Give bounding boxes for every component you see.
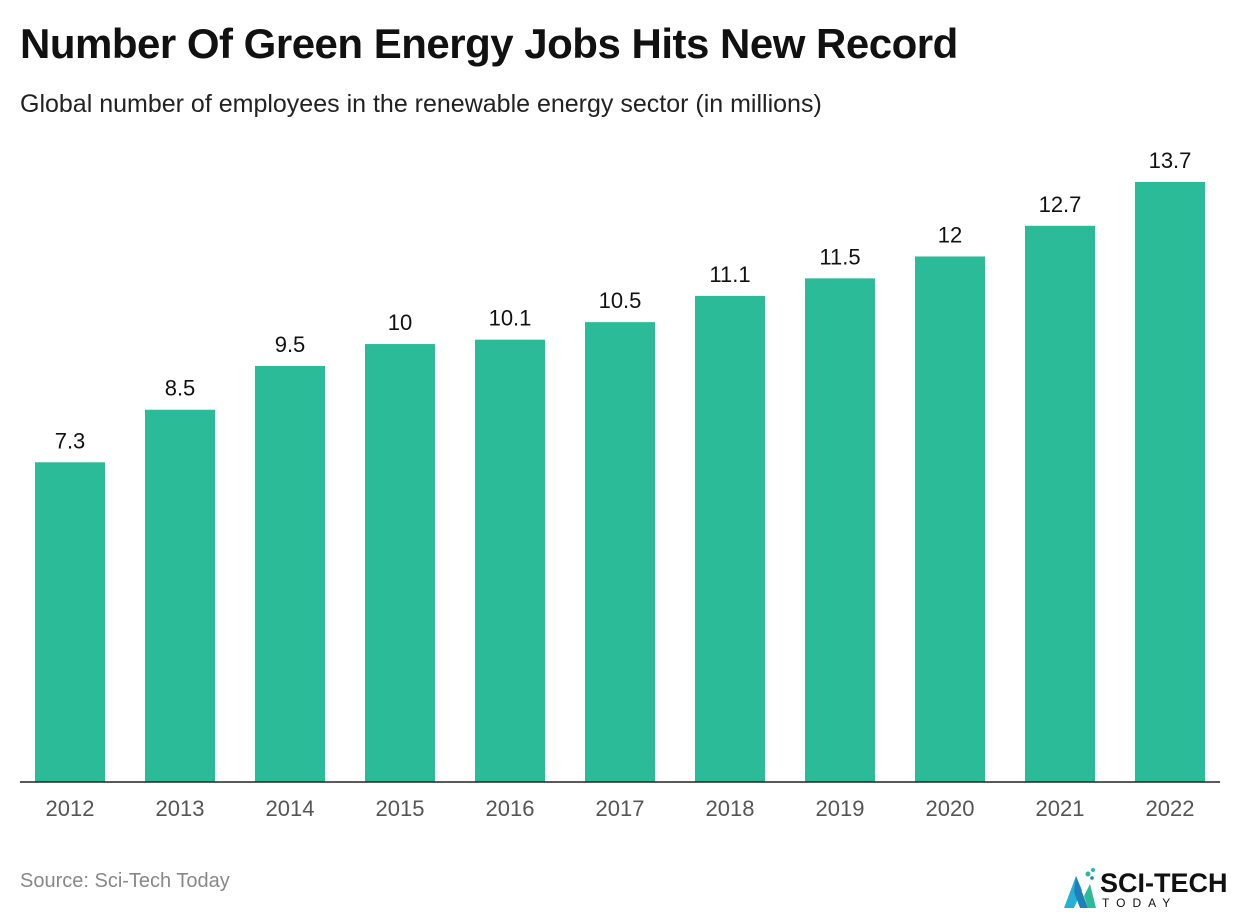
source-note: Source: Sci-Tech Today bbox=[20, 870, 230, 892]
data-label-2019: 11.5 bbox=[819, 244, 860, 269]
logo-mark-icon bbox=[1064, 868, 1096, 908]
bar-2012 bbox=[35, 462, 105, 782]
bar-chart: 7.3 2012 8.5 2013 9.5 2014 10 2015 10.1 2016 10.5 2… bbox=[20, 148, 1220, 821]
bar-2013 bbox=[145, 409, 215, 782]
chart-subtitle: Global number of employees in the renewa… bbox=[20, 90, 822, 118]
data-label-2013: 8.5 bbox=[165, 376, 196, 401]
data-label-2016: 10.1 bbox=[489, 306, 532, 331]
bar-2022 bbox=[1135, 182, 1205, 782]
data-label-2012: 7.3 bbox=[55, 428, 86, 453]
data-label-2020: 12 bbox=[938, 222, 962, 247]
x-tick-label-2015: 2015 bbox=[376, 796, 425, 821]
labels-layer: 7.3 2012 8.5 2013 9.5 2014 10 2015 10.1 2016 10.5 2… bbox=[46, 148, 1195, 821]
logo-wordmark: SCI-TECH bbox=[1100, 868, 1228, 898]
sci-tech-today-logo: SCI-TECH TODAY bbox=[1062, 864, 1238, 912]
x-tick-label-2017: 2017 bbox=[596, 796, 645, 821]
data-label-2022: 13.7 bbox=[1149, 148, 1192, 173]
bar-2021 bbox=[1025, 225, 1095, 782]
data-label-2017: 10.5 bbox=[599, 288, 642, 313]
bar-2015 bbox=[365, 344, 435, 782]
data-label-2021: 12.7 bbox=[1039, 192, 1082, 217]
x-tick-label-2014: 2014 bbox=[266, 796, 315, 821]
x-tick-label-2021: 2021 bbox=[1036, 796, 1085, 821]
bar-2018 bbox=[695, 295, 765, 782]
data-label-2015: 10 bbox=[388, 310, 412, 335]
data-label-2018: 11.1 bbox=[709, 262, 750, 287]
x-tick-label-2020: 2020 bbox=[926, 796, 975, 821]
logo-subtext: TODAY bbox=[1102, 896, 1178, 910]
bar-2016 bbox=[475, 339, 545, 782]
x-tick-label-2022: 2022 bbox=[1146, 796, 1195, 821]
bar-2019 bbox=[805, 278, 875, 782]
bar-2017 bbox=[585, 322, 655, 782]
bar-2014 bbox=[255, 365, 325, 782]
x-tick-label-2018: 2018 bbox=[706, 796, 755, 821]
data-label-2014: 9.5 bbox=[275, 332, 306, 357]
x-tick-label-2019: 2019 bbox=[816, 796, 865, 821]
bar-2020 bbox=[915, 256, 985, 783]
bars-layer bbox=[35, 182, 1205, 783]
x-tick-label-2012: 2012 bbox=[46, 796, 95, 821]
chart-title: Number Of Green Energy Jobs Hits New Rec… bbox=[20, 20, 958, 67]
x-tick-label-2013: 2013 bbox=[156, 796, 205, 821]
x-tick-label-2016: 2016 bbox=[486, 796, 535, 821]
